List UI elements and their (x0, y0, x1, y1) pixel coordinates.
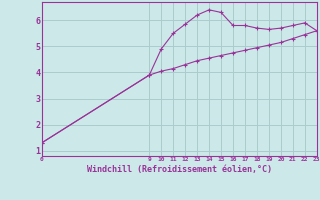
X-axis label: Windchill (Refroidissement éolien,°C): Windchill (Refroidissement éolien,°C) (87, 165, 272, 174)
